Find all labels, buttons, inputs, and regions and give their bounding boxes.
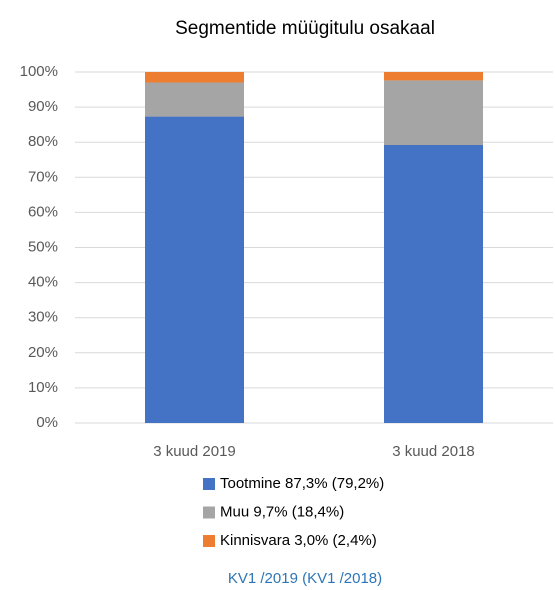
y-tick-label: 50% [28, 238, 58, 255]
x-tick-label: 3 kuud 2018 [392, 443, 475, 460]
legend-swatch [203, 535, 215, 547]
bar-segment [145, 72, 244, 83]
legend-label: Kinnisvara 3,0% (2,4%) [220, 532, 377, 549]
x-tick-label: 3 kuud 2019 [153, 443, 236, 460]
bar-segment [384, 80, 483, 146]
y-tick-label: 30% [28, 309, 58, 326]
legend-swatch [203, 506, 215, 519]
y-tick-label: 60% [28, 203, 58, 220]
y-tick-label: 0% [36, 414, 58, 431]
y-tick-label: 80% [28, 133, 58, 150]
annotation: KV1 /2019 (KV1 /2018) [228, 570, 382, 587]
bar-segment [384, 72, 483, 81]
bar-segment [384, 145, 483, 423]
legend-swatch [203, 478, 215, 490]
y-tick-label: 40% [28, 274, 58, 291]
y-tick-label: 70% [28, 168, 58, 185]
bar-segment [145, 82, 244, 117]
legend-label: Muu 9,7% (18,4%) [220, 503, 344, 520]
y-tick-label: 20% [28, 344, 58, 361]
bar-segment [145, 116, 244, 424]
y-tick-label: 10% [28, 379, 58, 396]
legend-label: Tootmine 87,3% (79,2%) [220, 475, 384, 492]
y-tick-label: 90% [28, 98, 58, 115]
y-tick-label: 100% [20, 63, 58, 80]
chart-title: Segmentide müügitulu osakaal [175, 18, 435, 39]
